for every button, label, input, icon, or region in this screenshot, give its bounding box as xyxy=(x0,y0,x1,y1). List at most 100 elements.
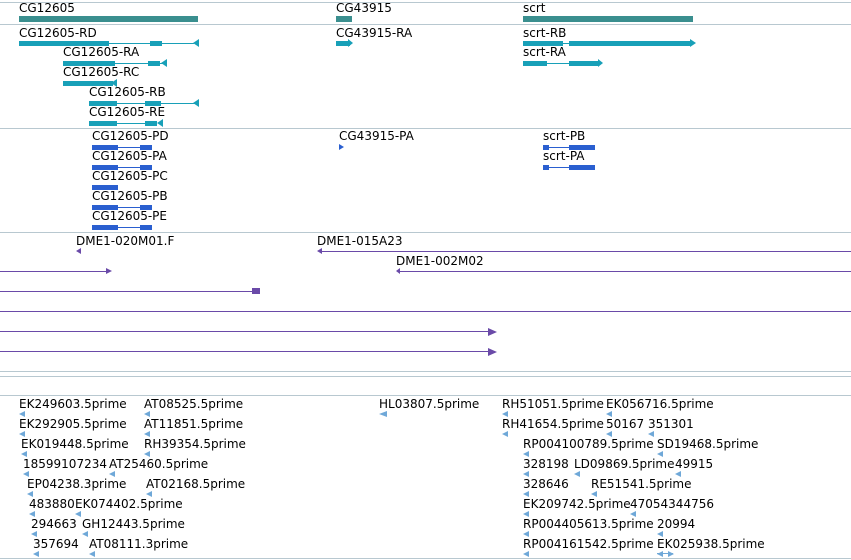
gene-label[interactable]: scrt xyxy=(523,1,546,15)
est-label[interactable]: 18599107234 xyxy=(23,457,107,471)
clone-label[interactable]: DME1-020M01.F xyxy=(76,234,175,248)
est-label[interactable]: GH12443.5prime xyxy=(82,517,185,531)
protein-label[interactable]: CG12605-PC xyxy=(92,169,168,183)
est-label[interactable]: RH41654.5prime xyxy=(502,417,604,431)
est-label[interactable]: AT02168.5prime xyxy=(146,477,246,491)
protein-exon[interactable] xyxy=(543,165,549,170)
transcript-exon[interactable] xyxy=(145,101,161,106)
clone-line[interactable] xyxy=(0,271,106,272)
est-label[interactable]: EK292905.5prime xyxy=(19,417,127,431)
transcript-label[interactable]: CG43915-RA xyxy=(336,26,413,40)
transcript-exon[interactable] xyxy=(523,41,563,46)
est-label[interactable]: RP004405613.5prime xyxy=(523,517,654,531)
transcript-exon[interactable] xyxy=(336,41,350,46)
est-label[interactable]: SD19468.5prime xyxy=(657,437,759,451)
est-label[interactable]: 50167 xyxy=(606,417,645,431)
transcript-exon[interactable] xyxy=(569,41,691,46)
est-label[interactable]: AT11851.5prime xyxy=(144,417,244,431)
transcript-exon[interactable] xyxy=(89,101,117,106)
protein-exon[interactable] xyxy=(140,225,152,230)
transcript-label[interactable]: CG12605-RB xyxy=(89,85,166,99)
clone-line[interactable] xyxy=(0,291,252,292)
est-label[interactable]: 483880 xyxy=(29,497,75,511)
protein-exon[interactable] xyxy=(92,225,118,230)
clone-line[interactable] xyxy=(0,351,488,352)
protein-exon[interactable] xyxy=(92,165,118,170)
protein-exon[interactable] xyxy=(92,145,118,150)
gene-feature-bar[interactable] xyxy=(336,16,352,22)
transcript-exon[interactable] xyxy=(89,121,117,126)
transcript-exon[interactable] xyxy=(145,121,157,126)
gene-label[interactable]: CG12605 xyxy=(19,1,75,15)
protein-exon[interactable] xyxy=(92,185,118,190)
protein-label[interactable]: CG12605-PA xyxy=(92,149,167,163)
clone-line[interactable] xyxy=(0,331,488,332)
est-label[interactable]: EK209742.5prime xyxy=(523,497,631,511)
est-arrow-icon xyxy=(109,471,115,477)
protein-label[interactable]: CG43915-PA xyxy=(339,129,414,143)
protein-label[interactable]: CG12605-PB xyxy=(92,189,168,203)
est-label[interactable]: RP004161542.5prime xyxy=(523,537,654,551)
clone-label[interactable]: DME1-015A23 xyxy=(317,234,403,248)
transcript-exon[interactable] xyxy=(148,61,160,66)
transcript-exon[interactable] xyxy=(19,41,109,46)
est-label[interactable]: RH39354.5prime xyxy=(144,437,246,451)
protein-label[interactable]: scrt-PA xyxy=(543,149,585,163)
est-label[interactable]: HL03807.5prime xyxy=(379,397,480,411)
clone-line[interactable] xyxy=(322,251,851,252)
est-label[interactable]: LD09869.5prime xyxy=(574,457,675,471)
est-arrow-icon xyxy=(502,411,508,417)
transcript-label[interactable]: CG12605-RA xyxy=(63,45,140,59)
est-label[interactable]: EK074402.5prime xyxy=(75,497,183,511)
est-arrow-icon xyxy=(502,431,508,437)
protein-exon[interactable] xyxy=(543,145,549,150)
est-label[interactable]: 351301 xyxy=(648,417,694,431)
est-label[interactable]: 294663 xyxy=(31,517,77,531)
est-label[interactable]: AT08111.3prime xyxy=(89,537,189,551)
transcript-label[interactable]: CG12605-RE xyxy=(89,105,166,119)
transcript-label[interactable]: CG12605-RC xyxy=(63,65,140,79)
est-label[interactable]: EK056716.5prime xyxy=(606,397,714,411)
est-label[interactable]: RE51541.5prime xyxy=(591,477,692,491)
est-label[interactable]: EP04238.3prime xyxy=(27,477,127,491)
est-label[interactable]: AT08525.5prime xyxy=(144,397,244,411)
transcript-exon[interactable] xyxy=(523,61,547,66)
transcript-label[interactable]: scrt-RA xyxy=(523,45,566,59)
est-line[interactable] xyxy=(657,553,673,554)
protein-exon[interactable] xyxy=(569,165,595,170)
est-label[interactable]: 357694 xyxy=(33,537,79,551)
protein-label[interactable]: CG12605-PE xyxy=(92,209,167,223)
est-label[interactable]: AT25460.5prime xyxy=(109,457,209,471)
est-label[interactable]: 20994 xyxy=(657,517,696,531)
est-label[interactable]: EK249603.5prime xyxy=(19,397,127,411)
gene-label[interactable]: CG43915 xyxy=(336,1,392,15)
clone-line[interactable] xyxy=(0,311,851,312)
est-label[interactable]: RP004100789.5prime xyxy=(523,437,654,451)
track-divider xyxy=(0,371,851,372)
est-label[interactable]: EK019448.5prime xyxy=(21,437,129,451)
clone-label[interactable]: DME1-002M02 xyxy=(396,254,484,268)
gene-feature-bar[interactable] xyxy=(19,16,198,22)
gene-feature-bar[interactable] xyxy=(523,16,693,22)
transcript-exon[interactable] xyxy=(63,61,115,66)
transcript-exon[interactable] xyxy=(569,61,599,66)
est-label[interactable]: 328646 xyxy=(523,477,569,491)
transcript-exon[interactable] xyxy=(150,41,162,46)
protein-label[interactable]: CG12605-PD xyxy=(92,129,169,143)
transcript-label[interactable]: scrt-RB xyxy=(523,26,567,40)
protein-exon[interactable] xyxy=(569,145,595,150)
clone-end-block[interactable] xyxy=(252,288,260,294)
clone-line[interactable] xyxy=(400,271,851,272)
transcript-exon[interactable] xyxy=(63,81,113,86)
est-label[interactable]: 49915 xyxy=(675,457,714,471)
est-label[interactable]: RH51051.5prime xyxy=(502,397,604,411)
protein-exon[interactable] xyxy=(140,205,152,210)
est-label[interactable]: 47054344756 xyxy=(630,497,714,511)
protein-label[interactable]: scrt-PB xyxy=(543,129,586,143)
protein-exon[interactable] xyxy=(140,145,152,150)
est-label[interactable]: EK025938.5prime xyxy=(657,537,765,551)
transcript-label[interactable]: CG12605-RD xyxy=(19,26,97,40)
protein-exon[interactable] xyxy=(92,205,118,210)
protein-exon[interactable] xyxy=(140,165,152,170)
est-label[interactable]: 328198 xyxy=(523,457,569,471)
